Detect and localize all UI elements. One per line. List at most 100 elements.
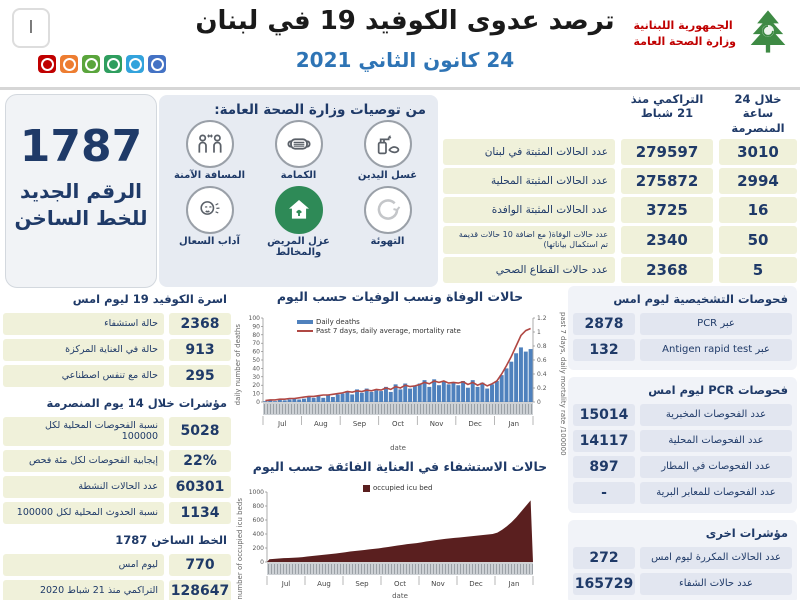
stat-label: حالة في العناية المركزة bbox=[3, 339, 164, 361]
stat-value: 5028 bbox=[169, 417, 231, 446]
stat-row: - عدد الفحوصات للمعابر البرية bbox=[573, 482, 792, 504]
stat-value: 15014 bbox=[573, 404, 635, 426]
deaths-chart-ylabel-right: past 7 days, daily mortality rate /10000… bbox=[559, 312, 567, 456]
case-24h-value: 16 bbox=[719, 197, 797, 224]
distance-icon bbox=[185, 120, 234, 168]
section-header: اسرة الكوفيد 19 ليوم امس bbox=[72, 292, 227, 306]
stat-label: عبر Antigen rapid test bbox=[640, 339, 792, 361]
case-cumulative-value: 3725 bbox=[621, 197, 713, 224]
stat-row: عدد الحالات النشطة 60301 bbox=[3, 475, 231, 498]
case-label: عدد الحالات المثبتة المحلية bbox=[443, 168, 615, 195]
icu-area-swatch-icon bbox=[363, 484, 370, 492]
svg-text:400: 400 bbox=[253, 531, 265, 538]
stat-value: 897 bbox=[573, 456, 635, 478]
hotline-number: 1787 bbox=[19, 121, 143, 172]
stat-value: 770 bbox=[169, 553, 231, 576]
section-header: الخط الساخن 1787 bbox=[115, 532, 227, 547]
social-badge-icon[interactable] bbox=[126, 55, 144, 73]
svg-text:90: 90 bbox=[252, 323, 260, 330]
stat-row: التراكمي منذ 21 شباط 2020 128647 bbox=[3, 579, 231, 600]
section-header: فحوصات التشخيصية ليوم امس bbox=[613, 292, 788, 306]
stat-row: إيجابية الفحوصات لكل مئة فحص 22% bbox=[3, 449, 231, 472]
social-badge-icon[interactable] bbox=[148, 55, 166, 73]
hotline-label: الرقم الجديد للخط الساخن bbox=[14, 179, 148, 230]
icu-chart: 0 200 400 600 800 1000 Jul Aug Sep Oct Nov Dec Jan da… bbox=[233, 476, 567, 600]
social-badge-icon[interactable] bbox=[60, 55, 78, 73]
svg-text:Dec: Dec bbox=[468, 420, 482, 428]
stat-row: 132 عبر Antigen rapid test bbox=[573, 339, 792, 361]
svg-text:Nov: Nov bbox=[431, 580, 445, 588]
recommendation-item: غسل اليدين bbox=[343, 120, 432, 182]
recommendation-item: المسافة الآمنة bbox=[165, 120, 254, 182]
stat-value: 22% bbox=[169, 449, 231, 472]
svg-text:Nov: Nov bbox=[430, 420, 444, 428]
svg-text:20: 20 bbox=[252, 382, 260, 389]
stats-section: فحوصات التشخيصية ليوم امس 2878 عبر PCR 132 ع… bbox=[568, 286, 797, 370]
svg-text:60: 60 bbox=[252, 349, 260, 356]
svg-text:1.2: 1.2 bbox=[537, 315, 547, 322]
stat-label: ليوم امس bbox=[3, 553, 164, 576]
stat-label: عدد الفحوصات المخبرية bbox=[640, 404, 792, 426]
recommendations-grid: غسل اليدين الكمامة المسافة الآمنة التهوئة عز… bbox=[159, 120, 438, 259]
logo-line1: الجمهورية اللبنانية bbox=[633, 18, 733, 32]
stat-label: حالة مع تنفس اصطناعي bbox=[3, 365, 164, 387]
case-label: عدد الحالات المثبتة الوافدة bbox=[443, 197, 615, 224]
case-label: عدد الحالات المثبتة في لبنان bbox=[443, 139, 615, 166]
stat-row: 897 عدد الفحوصات في المطار bbox=[573, 456, 792, 478]
recommendation-item: عزل المريض والمخالط bbox=[254, 185, 343, 259]
svg-text:Jul: Jul bbox=[281, 580, 291, 588]
legend-occupied-icu: occupied icu bed bbox=[373, 484, 433, 492]
svg-text:date: date bbox=[390, 444, 406, 452]
daily-deaths-swatch-icon bbox=[297, 320, 313, 324]
stat-label: عدد الفحوصات في المطار bbox=[640, 456, 792, 478]
case-cumulative-value: 279597 bbox=[621, 139, 713, 166]
stats-section: مؤشرات اخرى 272 عدد الحالات المكررة ليوم ا… bbox=[568, 520, 797, 600]
stat-label: حالة استشفاء bbox=[3, 313, 164, 335]
svg-text:0: 0 bbox=[537, 399, 541, 406]
stat-label: التراكمي منذ 21 شباط 2020 bbox=[3, 579, 164, 600]
stat-value: 165729 bbox=[573, 573, 635, 595]
social-badge-icon[interactable] bbox=[38, 55, 56, 73]
social-badge-icon[interactable] bbox=[82, 55, 100, 73]
svg-text:0.6: 0.6 bbox=[537, 357, 547, 364]
page-number: ا bbox=[28, 18, 34, 38]
svg-text:0: 0 bbox=[260, 559, 264, 566]
stat-row: 2878 عبر PCR bbox=[573, 313, 792, 335]
stat-row: 272 عدد الحالات المكررة ليوم امس bbox=[573, 547, 792, 569]
svg-text:Dec: Dec bbox=[469, 580, 483, 588]
stat-label: عدد الحالات النشطة bbox=[3, 475, 164, 498]
case-cumulative-value: 2340 bbox=[621, 226, 713, 255]
case-label: عدد حالات القطاع الصحي bbox=[443, 257, 615, 284]
deaths-chart-canvas: 010203040506070809010000.20.40.60.811.2J… bbox=[249, 315, 547, 452]
svg-text:0.4: 0.4 bbox=[537, 371, 547, 378]
svg-text:40: 40 bbox=[252, 365, 260, 372]
svg-text:Oct: Oct bbox=[394, 580, 406, 588]
stat-label: نسبة الفحوصات المحلية لكل 100000 bbox=[3, 417, 164, 446]
cedar-logo-icon bbox=[742, 6, 794, 62]
case-cumulative-value: 2368 bbox=[621, 257, 713, 284]
table-row: عدد الحالات المثبتة الوافدة 3725 16 bbox=[443, 197, 797, 224]
svg-text:70: 70 bbox=[252, 340, 260, 347]
svg-text:800: 800 bbox=[253, 503, 265, 510]
social-badge-icon[interactable] bbox=[104, 55, 122, 73]
svg-text:80: 80 bbox=[252, 332, 260, 339]
stats-section: مؤشرات خلال 14 يوم المنصرمة نسبة الفحوصات… bbox=[3, 394, 231, 524]
case-24h-value: 3010 bbox=[719, 139, 797, 166]
stat-row: حالة مع تنفس اصطناعي 295 bbox=[3, 365, 231, 387]
recommendation-item: آداب السعال bbox=[165, 185, 254, 259]
svg-text:Sep: Sep bbox=[355, 580, 369, 588]
stat-value: 1134 bbox=[169, 501, 231, 524]
case-label: عدد حالات الوفاة( مع اضافة 10 حالات قديم… bbox=[443, 226, 615, 255]
table-row: عدد الحالات المثبتة المحلية 275872 2994 bbox=[443, 168, 797, 195]
stat-value: - bbox=[573, 482, 635, 504]
svg-text:1000: 1000 bbox=[249, 489, 264, 496]
svg-text:200: 200 bbox=[253, 545, 265, 552]
legend-mortality-rate: Past 7 days, daily average, mortality ra… bbox=[316, 327, 461, 335]
stat-row: حالة في العناية المركزة 913 bbox=[3, 339, 231, 361]
legend-daily-deaths: Daily deaths bbox=[316, 318, 360, 326]
stat-value: 128647 bbox=[169, 579, 231, 600]
stats-section: اسرة الكوفيد 19 ليوم امس حالة استشفاء 2368… bbox=[3, 290, 231, 387]
section-header: مؤشرات اخرى bbox=[705, 526, 788, 540]
icu-chart-canvas: 0 200 400 600 800 1000 Jul Aug Sep Oct Nov Dec Jan da… bbox=[249, 489, 534, 600]
